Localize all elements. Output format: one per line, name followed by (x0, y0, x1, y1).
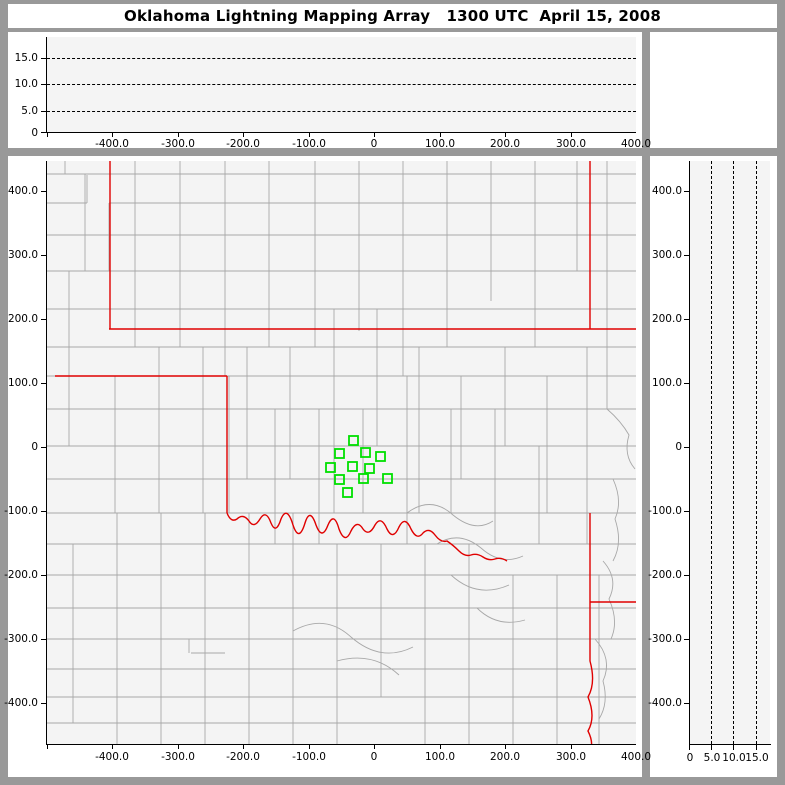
profile-ylabel-100: 100.0 (651, 377, 682, 389)
map-canvas[interactable] (47, 161, 636, 744)
tl-ytick-0 (41, 132, 47, 134)
profile-ylabel-m400: -400.0 (648, 697, 682, 709)
profile-xlabel-10: 10.0 (722, 752, 746, 764)
map-ylabel-200: 200.0 (7, 313, 38, 325)
tl-ylabel-0: 0 (31, 127, 38, 139)
time-height-panel: 15.0 10.0 5.0 0 (8, 32, 642, 148)
profile-ylabel-200: 200.0 (651, 313, 682, 325)
lma-station-markers (325, 435, 393, 498)
profile-x-axis-spine (689, 744, 771, 746)
station-marker[interactable] (348, 435, 359, 446)
map-plot-area[interactable] (47, 161, 636, 744)
map-ylabel-300: 300.0 (7, 249, 38, 261)
tl-ylabel-10: 10.0 (14, 78, 38, 90)
tl-ylabel-5: 5.0 (21, 105, 38, 117)
gridline-15 (47, 58, 636, 59)
station-marker[interactable] (375, 451, 386, 462)
station-marker[interactable] (342, 487, 353, 498)
profile-gridline-15 (756, 161, 757, 744)
map-ylabel-m300: -300.0 (4, 633, 38, 645)
profile-ylabel-400: 400.0 (651, 185, 682, 197)
profile-gridline-10 (733, 161, 734, 744)
tl-x-axis-spine (46, 132, 636, 134)
profile-xlabel-15: 15.0 (745, 752, 769, 764)
station-marker[interactable] (325, 462, 336, 473)
profile-ylabel-m200: -200.0 (648, 569, 682, 581)
map-ylabel-m100: -100.0 (4, 505, 38, 517)
station-marker[interactable] (382, 473, 393, 484)
station-marker[interactable] (358, 473, 369, 484)
gridline-5 (47, 111, 636, 112)
map-y-axis-spine (46, 161, 48, 744)
station-marker[interactable] (334, 448, 345, 459)
map-ylabel-100: 100.0 (7, 377, 38, 389)
profile-ylabel-m100: -100.0 (648, 505, 682, 517)
station-marker[interactable] (334, 474, 345, 485)
station-marker[interactable] (347, 461, 358, 472)
profile-xlabel-5: 5.0 (703, 752, 721, 764)
map-ylabel-400: 400.0 (7, 185, 38, 197)
profile-plot-area (690, 161, 770, 744)
page-title: Oklahoma Lightning Mapping Array 1300 UT… (124, 7, 661, 25)
map-ylabel-0: 0 (31, 441, 38, 453)
gridline-10 (47, 84, 636, 85)
east-west-profile-panel: 400.0 300.0 200.0 100.0 0 -100.0 -200.0 … (648, 156, 777, 777)
tl-ytick-10 (41, 84, 47, 86)
map-ylabel-m200: -200.0 (4, 569, 38, 581)
profile-ylabel-m300: -300.0 (648, 633, 682, 645)
station-marker[interactable] (360, 447, 371, 458)
tl-ytick-15 (41, 58, 47, 60)
time-height-plot-area (47, 37, 636, 133)
title-bar: Oklahoma Lightning Mapping Array 1300 UT… (8, 4, 777, 28)
profile-ylabel-300: 300.0 (651, 249, 682, 261)
profile-ylabel-0: 0 (675, 441, 682, 453)
county-boundaries (47, 161, 636, 744)
map-ylabel-m400: -400.0 (4, 697, 38, 709)
tl-ylabel-15: 15.0 (14, 52, 38, 64)
profile-xlabel-0: 0 (686, 752, 694, 764)
plan-view-map-panel: 400.0 300.0 200.0 100.0 0 -100.0 -200.0 … (4, 156, 642, 777)
profile-gridline-5 (711, 161, 712, 744)
profile-y-axis-spine (689, 161, 691, 744)
map-x-axis-spine (46, 744, 636, 746)
state-boundaries (55, 161, 636, 744)
histogram-panel (650, 32, 777, 148)
station-marker[interactable] (364, 463, 375, 474)
tl-ytick-5 (41, 111, 47, 113)
